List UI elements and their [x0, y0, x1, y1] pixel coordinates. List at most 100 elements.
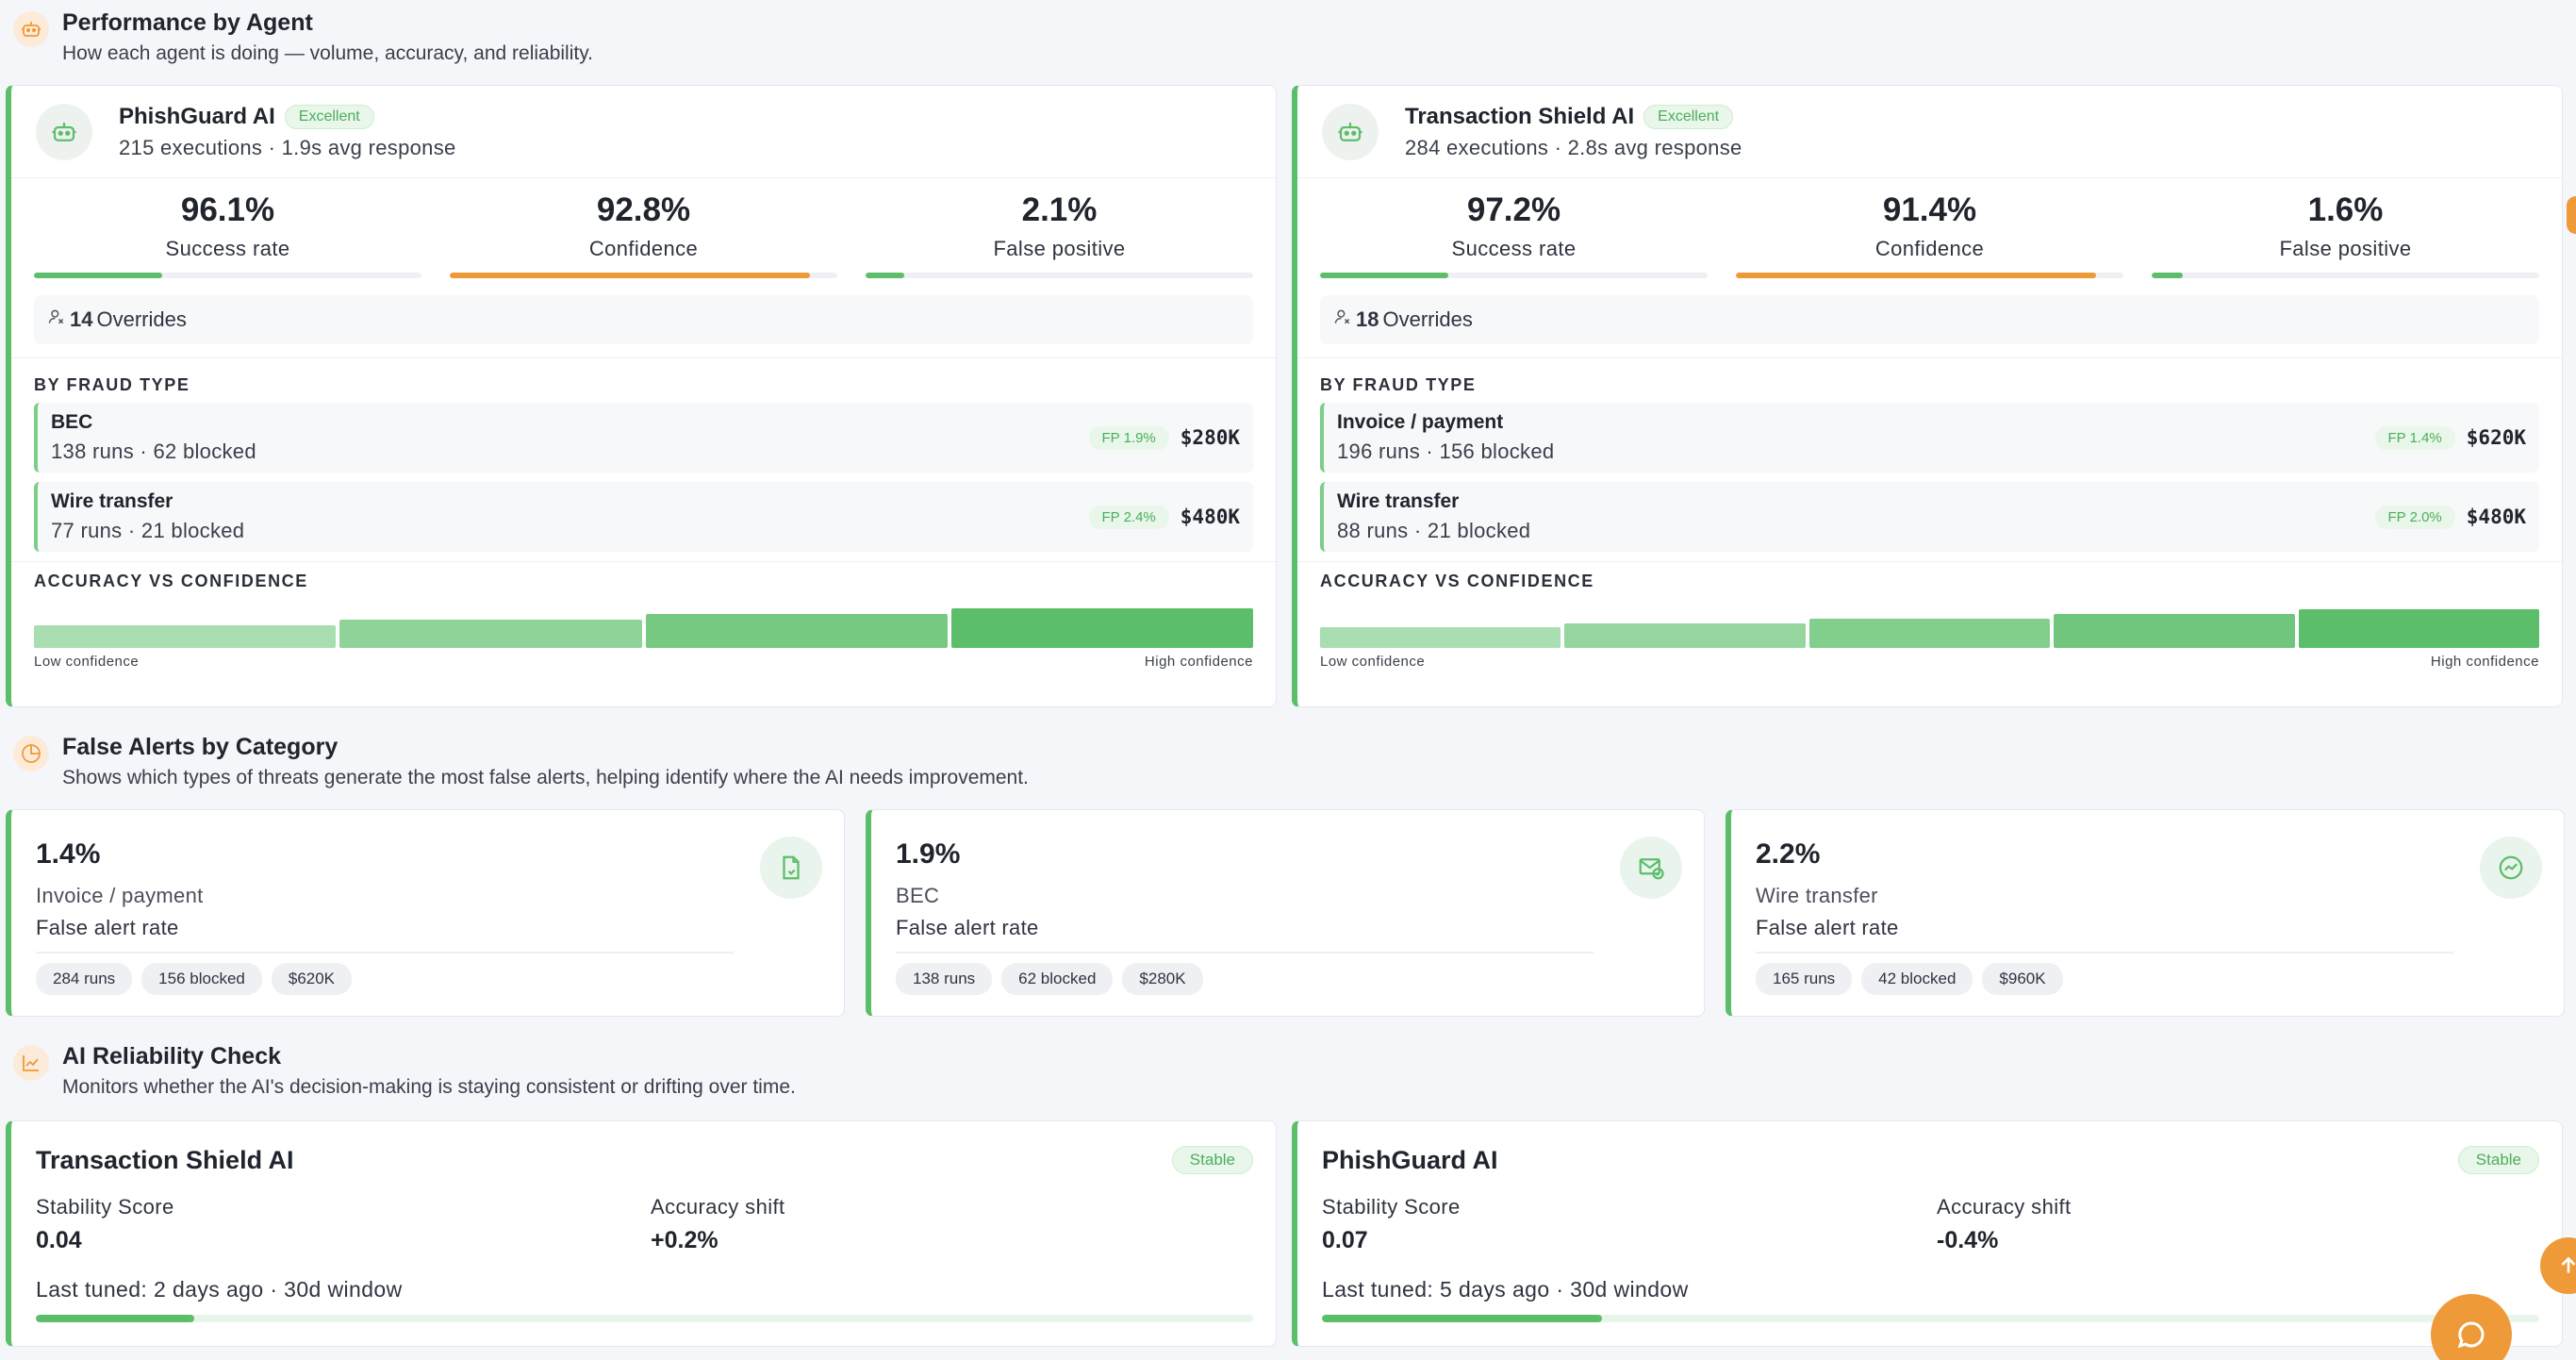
- accuracy-shift-value: +0.2%: [651, 1227, 718, 1253]
- divider: [11, 561, 1276, 562]
- low-confidence-label: Low confidence: [34, 654, 140, 670]
- accuracy-shift-value: -0.4%: [1937, 1227, 1999, 1253]
- fraud-type-row[interactable]: BEC 138 runs · 62 blocked FP 1.9% $280K: [34, 403, 1253, 473]
- side-handle[interactable]: [2567, 196, 2576, 234]
- metric-bar: [450, 273, 837, 278]
- overrides-label: Overrides: [1382, 307, 1473, 331]
- agent-header: Transaction Shield AI Excellent 284 execut…: [1297, 86, 2562, 178]
- stat-chip: 165 runs: [1756, 963, 1853, 995]
- agent-name-row: Transaction Shield AI Excellent: [1405, 104, 1742, 130]
- false-alert-value: 2.2%: [1756, 838, 1821, 870]
- pie-chart-icon: [13, 736, 49, 771]
- accuracy-bar: [1320, 627, 1561, 648]
- section-title: False Alerts by Category: [62, 734, 339, 760]
- false-alerts-header: False Alerts by Category Shows which typ…: [13, 724, 1029, 789]
- metric-bar: [34, 273, 421, 278]
- metric-bar: [1320, 273, 1708, 278]
- metric: 96.1% Success rate: [34, 191, 421, 278]
- false-alert-value: 1.4%: [36, 838, 101, 870]
- agent-name: Transaction Shield AI: [1405, 103, 1635, 129]
- metric-value: 92.8%: [596, 191, 691, 228]
- false-alert-value: 1.9%: [896, 838, 961, 870]
- fraud-type-name: Wire transfer: [1337, 490, 1460, 512]
- divider: [896, 952, 1593, 954]
- status-badge: Stable: [2457, 1146, 2539, 1174]
- false-alert-card[interactable]: 1.9% BEC False alert rate 138 runs 62 blocke…: [866, 809, 1705, 1017]
- metric: 1.6% False positive: [2152, 191, 2539, 278]
- chat-button[interactable]: [2431, 1294, 2512, 1360]
- metric: 97.2% Success rate: [1320, 191, 1708, 278]
- fraud-values: FP 2.4% $480K: [1088, 505, 1240, 529]
- overrides-row[interactable]: 18 Overrides: [1320, 295, 2539, 344]
- agent-name-row: PhishGuard AI Excellent: [119, 104, 456, 130]
- metric-bar-fill: [2152, 273, 2183, 278]
- trend-icon: [2480, 837, 2542, 899]
- false-alert-card[interactable]: 2.2% Wire transfer False alert rate 165 run…: [1726, 809, 2565, 1017]
- overrides-label: Overrides: [96, 307, 187, 331]
- agent-card-phishguard: PhishGuard AI Excellent 215 executions · 1…: [6, 85, 1277, 707]
- stability-bar: [1322, 1315, 2539, 1322]
- metric-bar-fill: [866, 273, 905, 278]
- fraud-type-meta: 88 runs · 21 blocked: [1337, 519, 1531, 542]
- stability-score-value: 0.07: [1322, 1227, 1368, 1253]
- agent-meta: 215 executions · 1.9s avg response: [119, 135, 456, 159]
- metric-value: 91.4%: [1882, 191, 1977, 228]
- fraud-type-row[interactable]: Invoice / payment 196 runs · 156 blocked F…: [1320, 403, 2539, 473]
- fraud-info: Wire transfer 88 runs · 21 blocked: [1337, 490, 1530, 543]
- overrides-row[interactable]: 14 Overrides: [34, 295, 1253, 344]
- reliability-card: PhishGuard AI Stable Stability Score 0.07 Ac…: [1292, 1120, 2563, 1347]
- metric-label: Confidence: [588, 237, 699, 260]
- stability-score-label: Stability Score: [1322, 1195, 1461, 1219]
- fraud-type-row[interactable]: Wire transfer 88 runs · 21 blocked FP 2.0%…: [1320, 482, 2539, 552]
- fraud-type-label: BY FRAUD TYPE: [34, 375, 190, 394]
- reliability-card: Transaction Shield AI Stable Stability Sco…: [6, 1120, 1277, 1347]
- robot-icon: [13, 11, 49, 47]
- fraud-type-row[interactable]: Wire transfer 77 runs · 21 blocked FP 2.4%…: [34, 482, 1253, 552]
- agent-meta: 284 executions · 2.8s avg response: [1405, 135, 1742, 159]
- metric-value: 1.6%: [2307, 191, 2384, 228]
- accuracy-bar: [645, 614, 948, 648]
- metric-value: 96.1%: [180, 191, 275, 228]
- fraud-amount: $480K: [1180, 506, 1240, 528]
- section-subtitle: Monitors whether the AI's decision-makin…: [62, 1075, 796, 1098]
- metric-bar-fill: [450, 273, 811, 278]
- stat-chip: $280K: [1122, 963, 1203, 995]
- divider: [1297, 357, 2562, 358]
- divider: [11, 357, 1276, 358]
- stability-score-label: Stability Score: [36, 1195, 174, 1219]
- accuracy-bar: [2298, 609, 2540, 648]
- stat-chip: $960K: [1982, 963, 2063, 995]
- agent-info: Transaction Shield AI Excellent 284 execut…: [1405, 104, 1742, 160]
- fraud-amount: $280K: [1180, 426, 1240, 449]
- fraud-type-name: BEC: [51, 411, 93, 433]
- accuracy-label: ACCURACY VS CONFIDENCE: [34, 572, 308, 590]
- metric-label: Confidence: [1874, 237, 1985, 260]
- chat-icon: [2457, 1321, 2485, 1349]
- agent-card-transaction-shield: Transaction Shield AI Excellent 284 execut…: [1292, 85, 2563, 707]
- stat-chip: 138 runs: [896, 963, 993, 995]
- accuracy-shift-label: Accuracy shift: [1937, 1195, 2072, 1219]
- user-icon: [47, 307, 66, 332]
- stability-score-value: 0.04: [36, 1227, 82, 1253]
- metric-bar-fill: [1736, 273, 2097, 278]
- section-title: AI Reliability Check: [62, 1043, 282, 1070]
- metric-bar: [866, 273, 1253, 278]
- high-confidence-label: High confidence: [1144, 654, 1253, 670]
- accuracy-footer: Low confidence High confidence: [34, 654, 1253, 670]
- arrow-up-icon: [2561, 1256, 2576, 1273]
- fraud-type-meta: 138 runs · 62 blocked: [51, 440, 256, 463]
- agent-name: PhishGuard AI: [119, 103, 275, 129]
- fraud-info: Invoice / payment 196 runs · 156 blocked: [1337, 411, 1554, 464]
- fp-badge: FP 1.4%: [2374, 425, 2455, 450]
- accuracy-bars: [34, 603, 1253, 648]
- fraud-type-name: Invoice / payment: [1337, 411, 1504, 433]
- stat-chips: 138 runs 62 blocked $280K: [896, 963, 1203, 995]
- invoice-icon: [760, 837, 822, 899]
- accuracy-bar: [34, 625, 337, 648]
- false-alert-card[interactable]: 1.4% Invoice / payment False alert rate 284…: [6, 809, 845, 1017]
- metric: 91.4% Confidence: [1736, 191, 2123, 278]
- fp-badge: FP 2.0%: [2374, 505, 2455, 529]
- stability-bar-fill: [36, 1315, 194, 1322]
- metric-value: 2.1%: [1021, 191, 1098, 228]
- metric-bar: [2152, 273, 2539, 278]
